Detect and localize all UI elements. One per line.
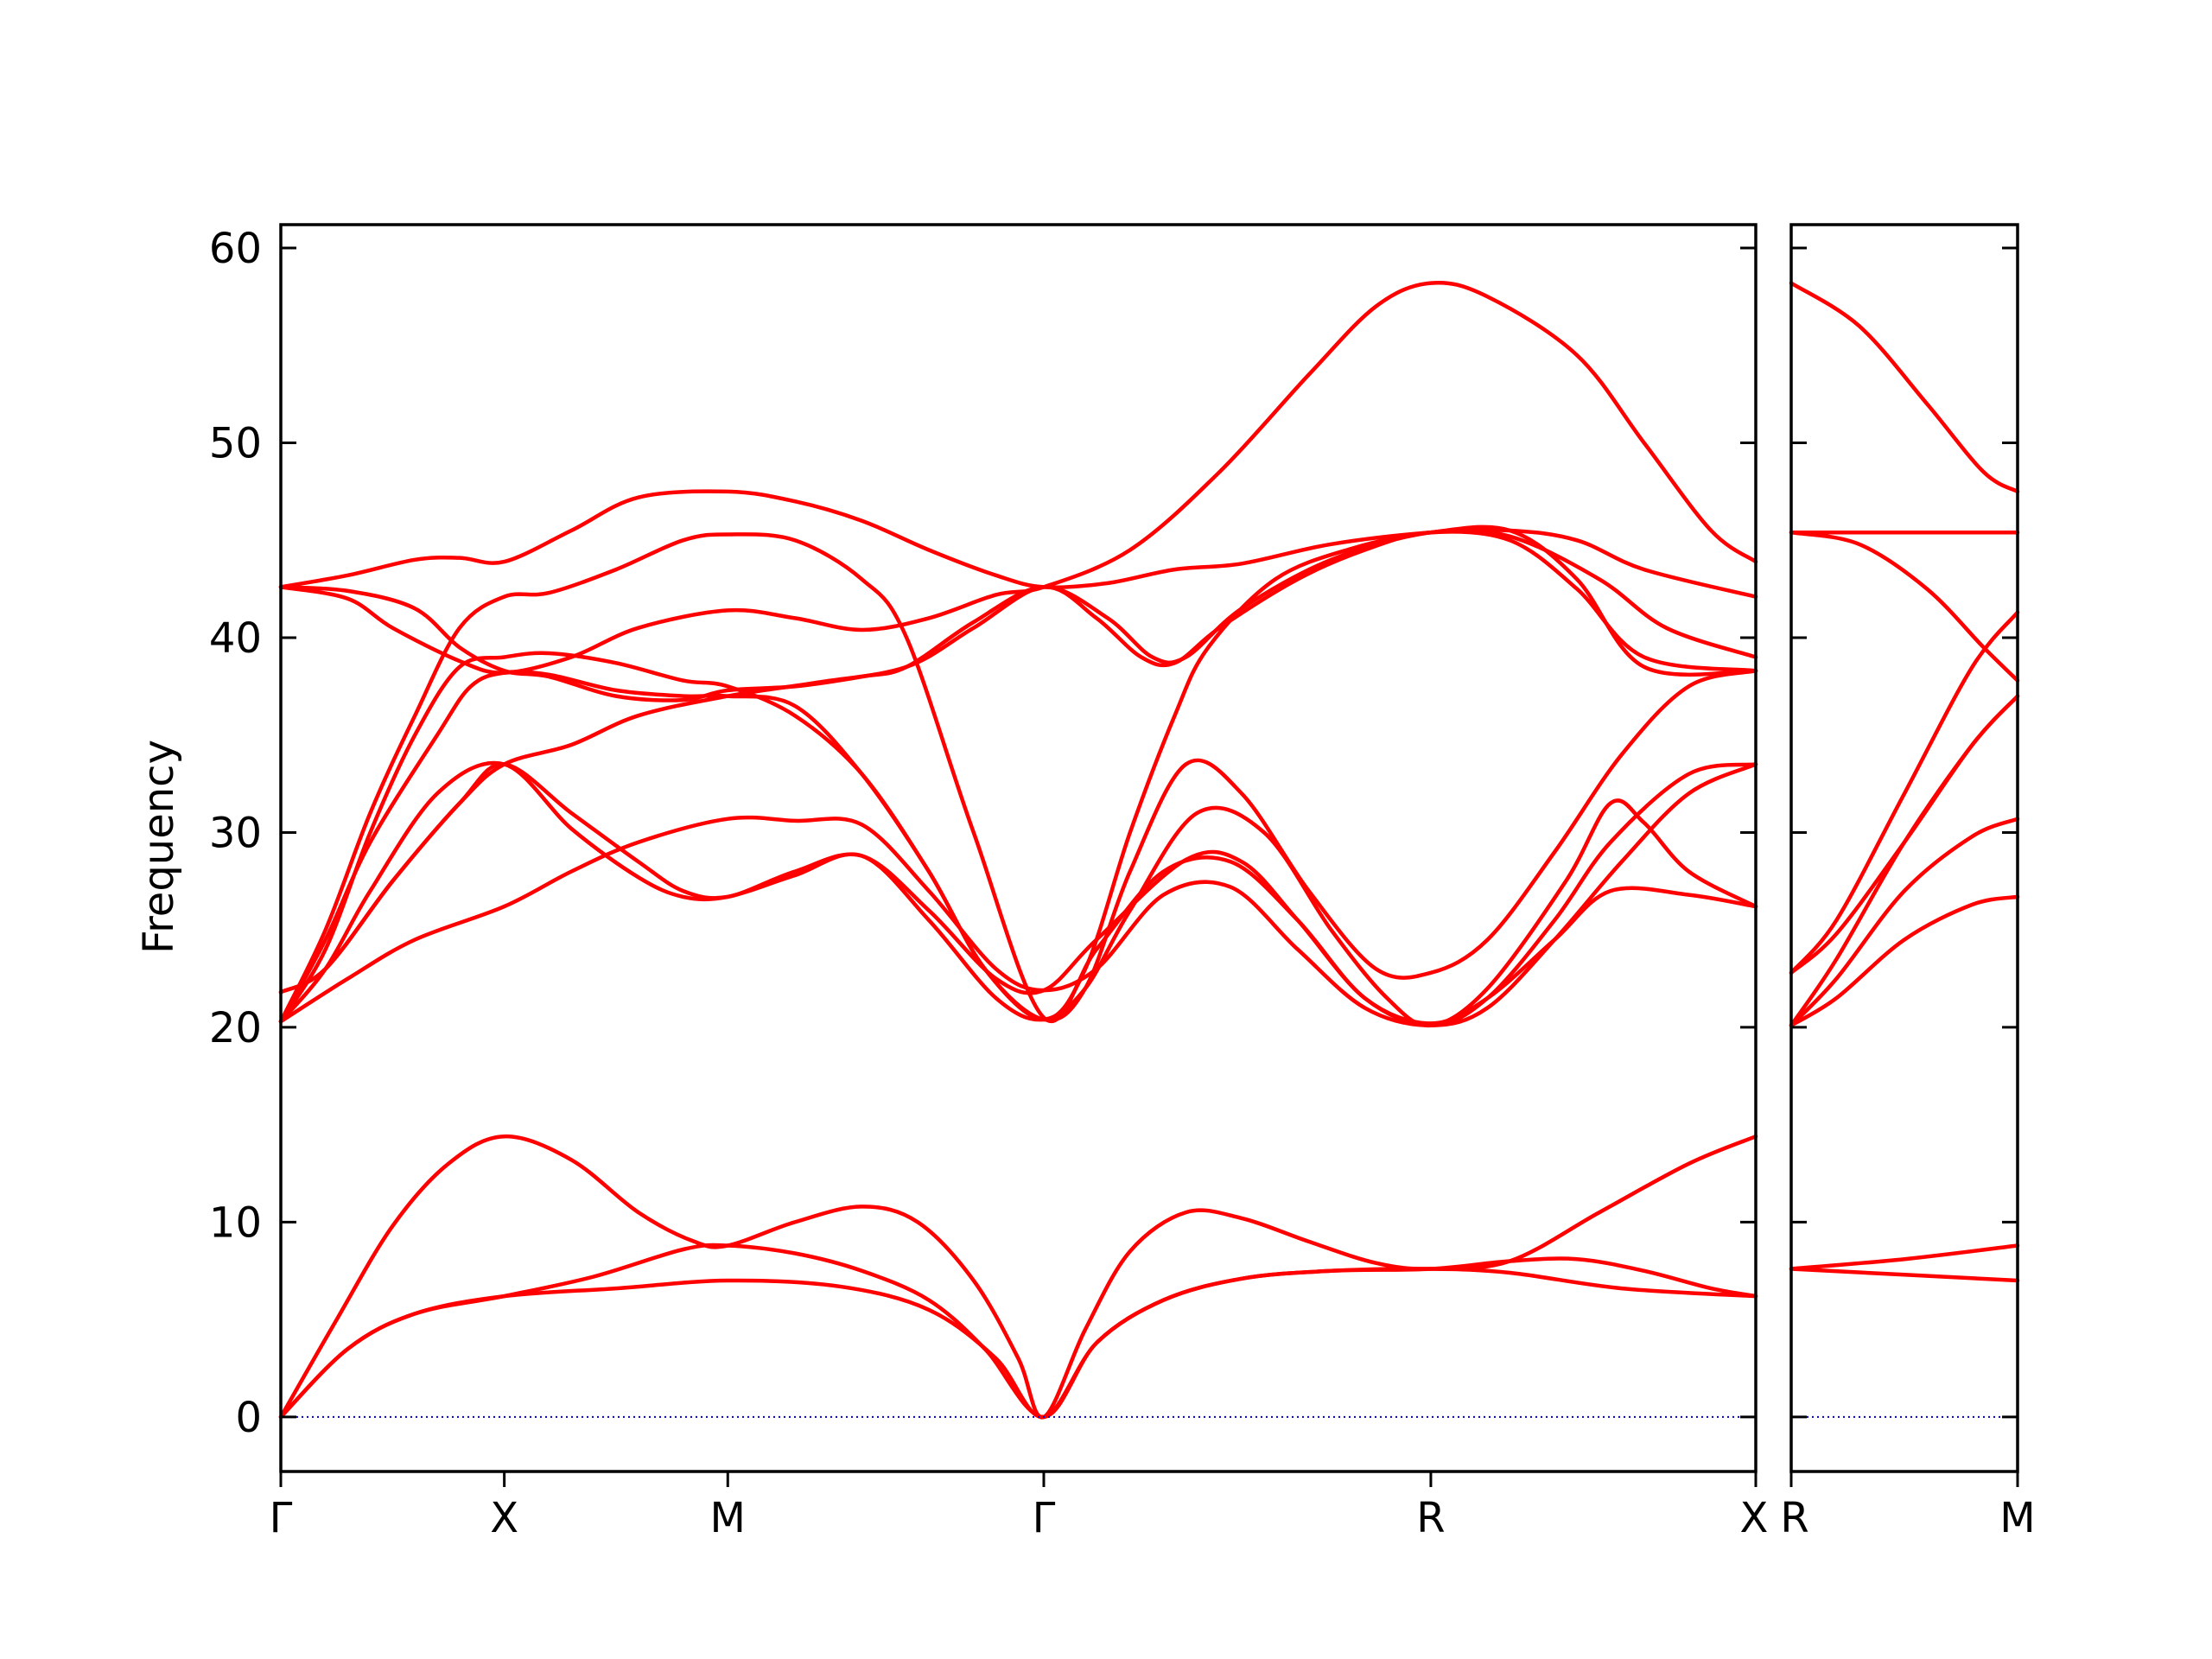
x-tick-label: M (710, 1494, 746, 1542)
band-line-right-10 (1789, 281, 2020, 494)
x-tick-label: Γ (270, 1494, 293, 1542)
band-line-right-2 (1789, 1267, 2020, 1283)
axes (279, 223, 2019, 1487)
plot-frame-main (279, 223, 1758, 1473)
band-line-main-6 (278, 762, 1758, 1027)
y-tick-label: 10 (209, 1198, 262, 1247)
x-tick-label: X (490, 1494, 518, 1542)
band-line-right-3 (1789, 894, 2020, 1027)
band-line-right-1 (1789, 1243, 2020, 1271)
band-line-main-2 (278, 1243, 1758, 1420)
y-axis-label: Frequency (135, 740, 183, 954)
band-line-main-3 (278, 1267, 1758, 1420)
x-tick-label: R (1416, 1494, 1445, 1542)
band-line-right-7 (1789, 610, 2020, 976)
band-line-main-12 (278, 280, 1758, 675)
y-tick-label: 60 (209, 225, 262, 273)
y-tick-label: 50 (209, 420, 262, 468)
band-lines (278, 280, 2020, 1420)
x-tick-label: X (1740, 1494, 1769, 1542)
band-line-right-5 (1789, 694, 2020, 1027)
y-tick-label: 40 (209, 614, 262, 663)
x-tick-label: R (1780, 1494, 1808, 1542)
plot-frame-right (1789, 223, 2019, 1473)
y-tick-label: 0 (235, 1394, 262, 1442)
band-line-right-4 (1789, 817, 2020, 1027)
y-tick-label: 20 (209, 1004, 262, 1052)
y-tick-label: 30 (209, 809, 262, 857)
x-tick-label: M (1999, 1494, 2035, 1542)
band-line-main-5 (278, 532, 1758, 1026)
x-tick-label: Γ (1033, 1494, 1056, 1542)
band-line-right-6 (1789, 694, 2020, 976)
band-line-right-8 (1789, 530, 2020, 683)
band-line-main-13 (278, 489, 1758, 599)
